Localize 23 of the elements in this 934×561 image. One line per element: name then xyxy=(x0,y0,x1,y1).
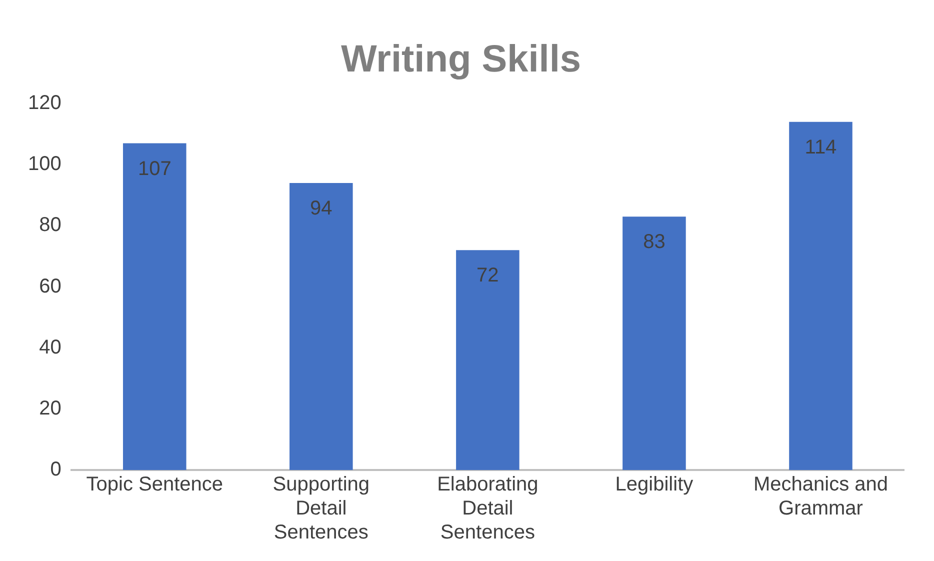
y-tick-label: 60 xyxy=(39,275,62,298)
y-tick-label: 0 xyxy=(50,458,62,481)
data-label: 83 xyxy=(643,231,666,254)
bar xyxy=(290,182,353,470)
bar xyxy=(789,122,852,470)
bar xyxy=(122,143,186,470)
x-tick-label: Legibility xyxy=(615,474,694,496)
data-label: 94 xyxy=(310,198,332,220)
chart-title: Writing Skills xyxy=(340,38,582,80)
x-tick-label: Topic Sentence xyxy=(86,474,224,496)
y-tick-label: 20 xyxy=(39,397,62,420)
x-tick-label: Supporting Detail Sentences xyxy=(272,474,370,544)
y-tick-label: 40 xyxy=(39,336,62,358)
data-label: 72 xyxy=(476,264,499,287)
data-label: 114 xyxy=(804,136,837,158)
y-tick-label: 80 xyxy=(39,214,62,236)
x-tick-label: Mechanics and Grammar xyxy=(753,474,888,520)
bar xyxy=(622,216,686,470)
data-label: 107 xyxy=(138,158,172,180)
bar xyxy=(456,250,520,470)
x-tick-label: Elaborating Detail Sentences xyxy=(437,474,538,544)
y-tick-label: 120 xyxy=(28,92,62,114)
y-tick-label: 100 xyxy=(28,153,62,176)
